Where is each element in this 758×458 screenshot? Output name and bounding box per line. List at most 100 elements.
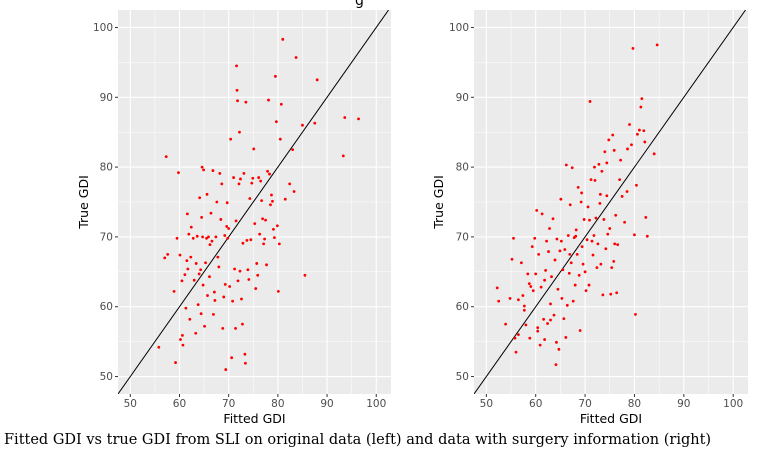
left-y-tick-label: 80 (100, 162, 113, 174)
left-data-point (243, 352, 247, 356)
left-data-point (207, 235, 210, 239)
left-y-tick-label: 90 (100, 92, 113, 104)
left-data-point (164, 155, 168, 159)
right-data-point (517, 298, 520, 302)
left-data-point (250, 181, 254, 185)
right-data-point (576, 185, 580, 189)
left-data-point (189, 255, 193, 259)
right-data-point (568, 203, 572, 207)
left-data-point (235, 64, 238, 68)
right-x-tick-label: 50 (480, 398, 493, 410)
left-data-point (274, 74, 277, 78)
right-data-point (613, 242, 617, 246)
right-data-point (652, 152, 656, 156)
left-data-point (157, 345, 161, 349)
chart-right-surgery: 50 60 70 80 90 100 50 60 70 80 90 100 Fitted GDI True… (431, 10, 748, 426)
right-data-point (559, 197, 563, 201)
right-data-point (605, 161, 609, 165)
right-data-point (645, 234, 649, 238)
right-data-point (565, 303, 569, 307)
right-x-tick-label: 100 (723, 398, 743, 410)
right-data-point (527, 282, 531, 286)
right-data-point (557, 347, 561, 351)
left-data-point (271, 199, 274, 203)
left-data-point (234, 219, 238, 223)
left-data-point (181, 333, 184, 337)
left-data-point (291, 148, 295, 152)
right-data-point (636, 132, 639, 136)
left-data-point (237, 182, 241, 186)
right-data-point (602, 218, 606, 221)
left-data-point (183, 273, 187, 277)
right-data-point (548, 227, 551, 230)
left-data-point (215, 200, 219, 204)
right-data-point (609, 292, 613, 296)
left-y-tick-label: 100 (93, 22, 113, 34)
left-data-point (251, 176, 255, 180)
right-data-point (537, 252, 541, 256)
left-data-point (194, 331, 198, 335)
right-data-point (604, 247, 608, 251)
right-data-point (543, 278, 546, 282)
left-data-point (357, 117, 360, 121)
right-data-point (524, 323, 528, 327)
left-data-point (288, 182, 292, 186)
right-data-point (589, 178, 593, 182)
right-data-point (555, 340, 558, 344)
right-data-point (590, 239, 594, 243)
right-data-point (519, 261, 523, 265)
left-y-axis-label: True GDI (76, 175, 91, 230)
right-data-point (593, 165, 596, 169)
right-data-point (547, 250, 550, 253)
left-data-point (234, 326, 237, 330)
left-data-point (175, 236, 179, 240)
left-x-tick-label: 50 (124, 398, 137, 410)
right-data-point (601, 293, 605, 297)
left-data-point (180, 279, 184, 283)
right-data-point (634, 313, 637, 316)
left-data-point (238, 269, 242, 273)
right-data-point (563, 248, 567, 251)
left-data-point (223, 234, 227, 237)
right-data-point (583, 270, 587, 274)
right-data-point (549, 302, 552, 306)
left-data-point (227, 227, 231, 230)
left-data-point (245, 239, 249, 242)
right-data-point (637, 128, 641, 132)
left-data-point (196, 303, 200, 307)
left-data-point (201, 235, 205, 239)
left-data-point (208, 275, 211, 279)
right-data-point (597, 162, 601, 166)
left-data-point (343, 116, 347, 119)
right-data-point (587, 283, 591, 287)
left-data-point (281, 37, 285, 41)
right-data-point (611, 133, 615, 137)
left-data-point (278, 137, 282, 141)
right-data-point (526, 272, 530, 276)
right-data-point (600, 169, 604, 173)
left-data-point (238, 130, 241, 134)
right-data-point (628, 123, 631, 126)
left-data-point (179, 338, 182, 341)
right-data-point (626, 147, 629, 151)
left-data-point (259, 179, 263, 183)
left-data-point (192, 278, 196, 282)
left-data-point (267, 98, 270, 102)
left-data-point (283, 197, 287, 201)
right-y-tick-label: 50 (456, 371, 469, 383)
left-data-point (294, 56, 298, 59)
left-data-point (303, 273, 307, 277)
right-data-point (522, 308, 526, 312)
left-data-point (292, 190, 296, 193)
right-data-point (558, 249, 562, 253)
left-data-point (301, 123, 304, 127)
right-data-point (585, 238, 589, 242)
right-data-point (561, 268, 565, 272)
left-data-point (239, 177, 242, 181)
left-data-point (256, 273, 260, 277)
left-data-point (246, 268, 250, 272)
left-data-point (276, 289, 280, 293)
right-x-tick-label: 60 (529, 398, 542, 410)
left-data-point (242, 171, 246, 175)
right-data-point (546, 322, 549, 325)
